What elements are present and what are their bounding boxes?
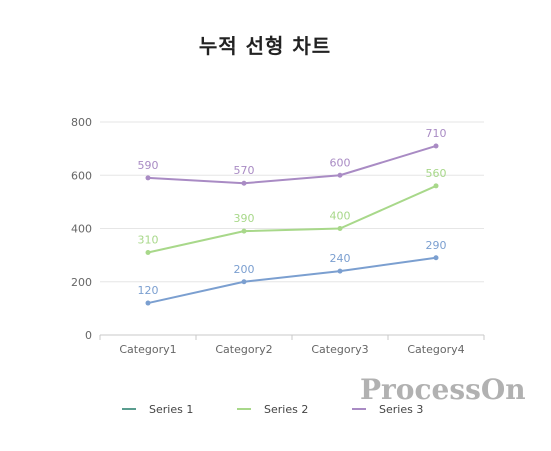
data-point [145,175,151,181]
data-point [241,180,247,186]
legend-label: Series 1 [149,403,193,416]
x-tick-label: Category2 [215,343,272,356]
watermark-text: ProcessOn [360,373,526,406]
data-label: 390 [234,212,255,225]
data-label: 240 [330,252,351,265]
data-label: 590 [138,159,159,172]
data-point [145,300,151,306]
y-tick-label: 200 [71,276,92,289]
y-tick-label: 600 [71,169,92,182]
legend-label: Series 3 [379,403,423,416]
data-point [433,255,439,261]
data-label: 120 [138,284,159,297]
data-label: 570 [234,164,255,177]
x-tick-label: Category1 [119,343,176,356]
data-point [337,172,343,178]
y-tick-label: 0 [85,329,92,342]
data-point [241,228,247,234]
series-line [147,184,437,254]
data-label: 400 [330,210,351,223]
y-tick-label: 400 [71,223,92,236]
data-label: 200 [234,263,255,276]
data-label: 560 [426,167,447,180]
data-point [241,279,247,285]
data-point [433,183,439,189]
data-label: 290 [426,239,447,252]
data-point [337,268,343,274]
data-point [433,143,439,149]
legend-label: Series 2 [264,403,308,416]
series-line [147,145,437,185]
series-line [147,256,437,305]
x-tick-label: Category4 [407,343,464,356]
data-point [145,249,151,255]
data-label: 310 [138,233,159,246]
data-label: 600 [330,156,351,169]
data-label: 710 [426,127,447,140]
x-tick-label: Category3 [311,343,368,356]
data-point [337,226,343,231]
chart-title: 누적 선형 차트 [198,34,332,58]
y-tick-label: 800 [71,116,92,129]
